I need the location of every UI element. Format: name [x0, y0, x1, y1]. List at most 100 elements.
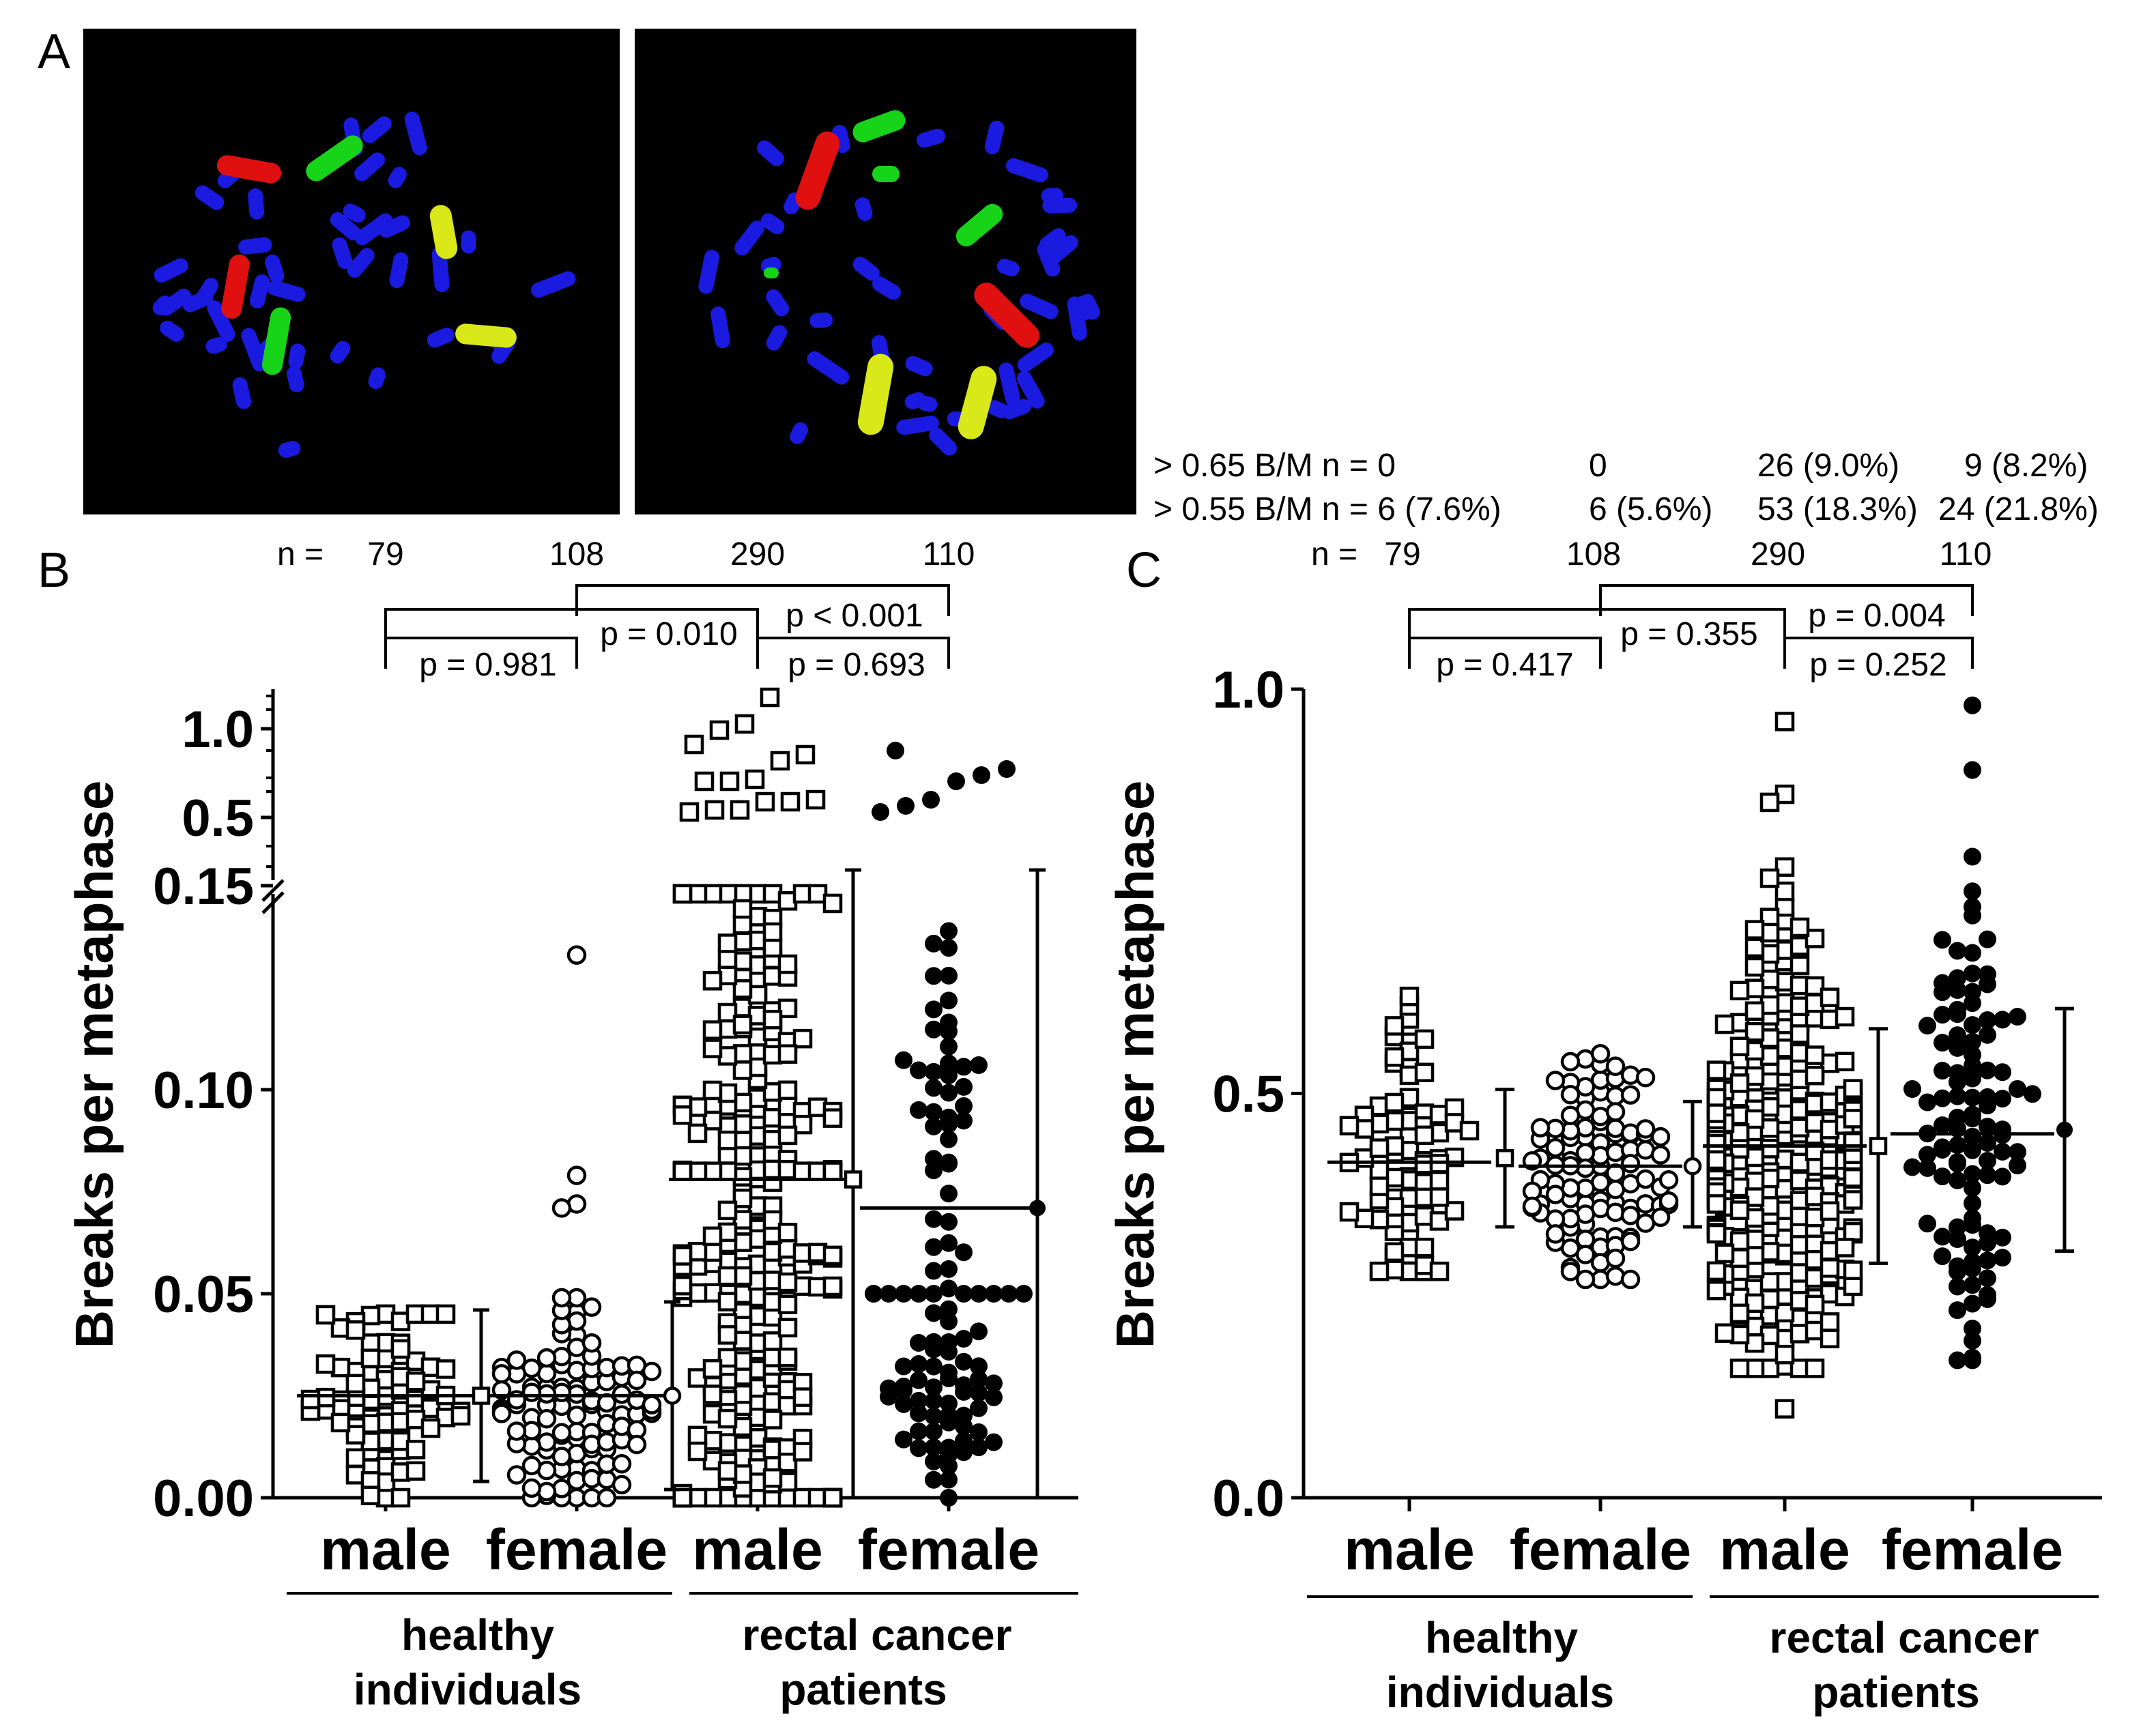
- data-point: [940, 1470, 958, 1489]
- n-prefix: n =: [1311, 536, 1357, 572]
- data-point: [1429, 1261, 1450, 1281]
- data-point: [1964, 1069, 1981, 1088]
- data-point: [1384, 1047, 1405, 1067]
- data-point: [925, 1285, 943, 1303]
- data-point: [910, 1355, 928, 1374]
- data-point: [315, 1354, 336, 1374]
- series-group: [491, 945, 662, 1508]
- data-point: [642, 1395, 662, 1414]
- data-point: [1575, 1269, 1596, 1290]
- chromosome: [221, 254, 250, 319]
- data-point: [1620, 1085, 1641, 1105]
- data-point: [732, 1015, 753, 1035]
- chromosome: [207, 300, 235, 342]
- data-point: [390, 1487, 411, 1508]
- data-point: [760, 687, 780, 708]
- data-point: [1903, 1158, 1921, 1176]
- data-point: [1964, 1179, 1981, 1198]
- chromosome: [1016, 371, 1045, 409]
- data-point: [435, 1304, 456, 1324]
- data-point: [2009, 1008, 2026, 1026]
- data-point: [1949, 1039, 1966, 1057]
- data-point: [762, 1468, 783, 1488]
- data-point: [1729, 1359, 1750, 1378]
- data-point: [1934, 1089, 1951, 1107]
- data-point: [762, 938, 783, 958]
- data-point: [704, 800, 725, 820]
- data-point: [1949, 1230, 1966, 1249]
- data-point: [1729, 1303, 1750, 1324]
- data-point: [1774, 712, 1795, 731]
- data-point: [777, 1294, 798, 1315]
- data-point: [672, 1105, 693, 1125]
- data-point: [955, 1352, 973, 1371]
- data-point: [1706, 1280, 1727, 1301]
- data-point: [1729, 1200, 1750, 1220]
- data-point: [762, 1410, 783, 1430]
- data-point: [777, 954, 798, 974]
- data-point: [1805, 1359, 1825, 1378]
- data-point: [1790, 1152, 1810, 1172]
- chromosome: [872, 276, 901, 300]
- data-point: [822, 1487, 843, 1508]
- data-point: [702, 1080, 723, 1101]
- data-point: [947, 772, 965, 790]
- data-point: [910, 1404, 928, 1423]
- chromosome: [232, 377, 252, 409]
- mean-marker: [1495, 1149, 1514, 1167]
- data-point: [1979, 1026, 1996, 1044]
- threshold-row-055-value-3: 24 (21.8%): [1938, 491, 2099, 527]
- data-point: [450, 1406, 471, 1426]
- data-point: [822, 1161, 843, 1181]
- chromosome: [1042, 197, 1078, 214]
- chromosome: [929, 427, 958, 456]
- data-point: [1015, 1285, 1033, 1303]
- data-point: [1964, 1351, 1981, 1369]
- data-point: [970, 1384, 988, 1402]
- p-value-label: p = 0.417: [1436, 647, 1574, 683]
- data-point: [672, 1487, 693, 1508]
- y-tick-label: 0.10: [153, 1062, 254, 1120]
- metaphase-chromosome-image: [83, 29, 1136, 514]
- data-point: [1964, 994, 1981, 1013]
- n-prefix: n =: [277, 536, 324, 572]
- data-point: [1979, 1251, 1996, 1270]
- data-point: [940, 1279, 958, 1298]
- data-point: [1949, 1155, 1966, 1173]
- data-point: [732, 979, 753, 999]
- group-label: patients: [1812, 1668, 1979, 1717]
- data-point: [762, 1009, 783, 1030]
- data-point: [1979, 930, 1996, 948]
- data-point: [940, 1130, 958, 1148]
- data-point: [822, 1108, 843, 1128]
- data-point: [1590, 1044, 1611, 1064]
- significance-bracket: [1599, 584, 1974, 616]
- significance-bracket: [1783, 637, 1974, 669]
- data-point: [970, 1285, 988, 1303]
- chromosome: [857, 353, 894, 435]
- data-point: [1522, 1196, 1542, 1217]
- data-point: [910, 1391, 928, 1410]
- data-point: [1964, 944, 1981, 962]
- data-point: [777, 1452, 798, 1472]
- data-point: [985, 1374, 1003, 1393]
- data-point: [910, 1061, 928, 1079]
- data-point: [717, 1266, 738, 1286]
- data-point: [717, 1408, 738, 1429]
- data-point: [702, 1039, 723, 1058]
- data-point: [1964, 1165, 1981, 1183]
- data-point: [1545, 1071, 1566, 1090]
- data-point: [1706, 1261, 1727, 1281]
- data-point: [1843, 1221, 1863, 1242]
- data-point: [1560, 1051, 1581, 1072]
- data-point: [521, 1455, 542, 1476]
- data-point: [762, 1331, 783, 1351]
- data-point: [1934, 1228, 1951, 1246]
- data-point: [360, 1485, 381, 1505]
- data-point: [491, 1364, 512, 1384]
- data-point: [940, 966, 958, 985]
- data-point: [955, 1285, 973, 1303]
- data-point: [777, 1347, 798, 1367]
- data-point: [672, 1246, 693, 1266]
- chromosome: [766, 289, 790, 317]
